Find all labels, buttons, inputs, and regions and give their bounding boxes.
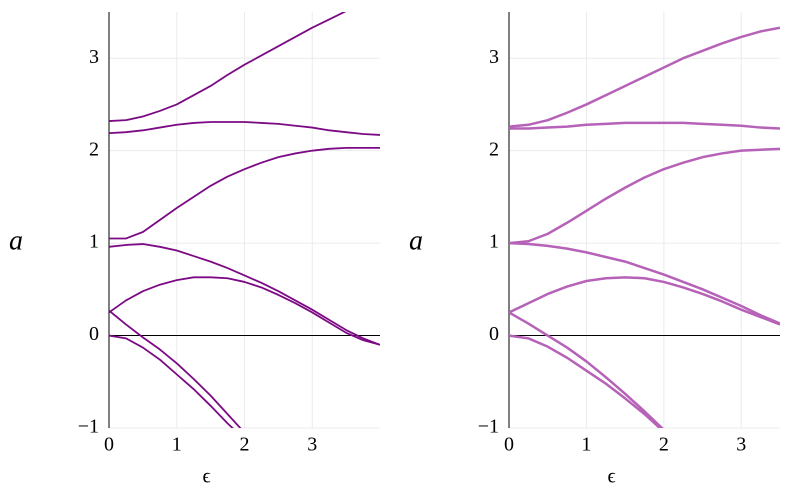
curve xyxy=(109,276,380,346)
curve xyxy=(509,26,780,128)
y-tick-label: 2 xyxy=(89,138,99,160)
curve xyxy=(109,243,380,346)
x-axis-label: ϵ xyxy=(202,466,210,488)
x-tick-label: 3 xyxy=(307,434,317,456)
y-tick-label: 0 xyxy=(489,323,499,345)
y-tick-label: 1 xyxy=(489,231,499,253)
y-tick-label: 0 xyxy=(89,323,99,345)
curve xyxy=(109,334,234,428)
x-tick-label: 1 xyxy=(172,434,182,456)
x-tick-label: 3 xyxy=(736,434,746,456)
x-tick-label: 2 xyxy=(240,434,250,456)
lines xyxy=(509,26,780,428)
y-axis-label: a xyxy=(409,226,423,257)
y-tick-label: 2 xyxy=(489,138,499,160)
curve xyxy=(109,146,380,240)
curve xyxy=(509,311,664,428)
lines xyxy=(109,12,380,428)
curve xyxy=(509,241,780,325)
y-tick-label: 3 xyxy=(89,46,99,68)
x-tick-label: 2 xyxy=(659,434,669,456)
y-tick-label: 3 xyxy=(489,46,499,68)
curve xyxy=(509,121,780,130)
curve xyxy=(509,334,662,428)
y-axis-label: a xyxy=(9,226,23,257)
curve xyxy=(509,147,780,245)
y-tick-label: −1 xyxy=(78,416,99,438)
x-axis-label: ϵ xyxy=(607,466,615,488)
curve xyxy=(109,12,347,122)
curve xyxy=(509,276,780,326)
y-tick-label: 1 xyxy=(89,231,99,253)
x-tick-label: 0 xyxy=(104,434,114,456)
x-tick-label: 1 xyxy=(581,434,591,456)
curve xyxy=(109,121,380,136)
x-tick-label: 0 xyxy=(504,434,514,456)
y-tick-label: −1 xyxy=(478,416,499,438)
curve xyxy=(109,309,242,428)
